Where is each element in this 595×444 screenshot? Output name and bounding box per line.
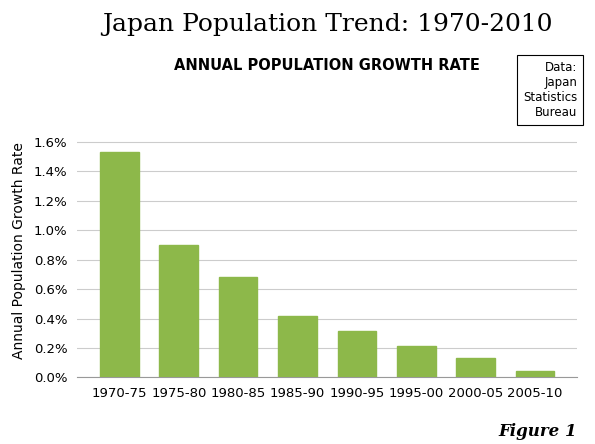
Bar bbox=[516, 371, 555, 377]
Bar bbox=[456, 357, 495, 377]
Text: Figure 1: Figure 1 bbox=[499, 423, 577, 440]
Y-axis label: Annual Population Growth Rate: Annual Population Growth Rate bbox=[11, 143, 26, 359]
Bar bbox=[219, 278, 258, 377]
Text: Japan Population Trend: 1970-2010: Japan Population Trend: 1970-2010 bbox=[102, 13, 553, 36]
Bar bbox=[397, 346, 436, 377]
Bar bbox=[159, 245, 198, 377]
Text: ANNUAL POPULATION GROWTH RATE: ANNUAL POPULATION GROWTH RATE bbox=[174, 58, 480, 73]
Bar bbox=[278, 316, 317, 377]
Bar bbox=[100, 151, 139, 377]
Bar bbox=[337, 331, 376, 377]
Text: Data:
Japan
Statistics
Bureau: Data: Japan Statistics Bureau bbox=[523, 61, 577, 119]
